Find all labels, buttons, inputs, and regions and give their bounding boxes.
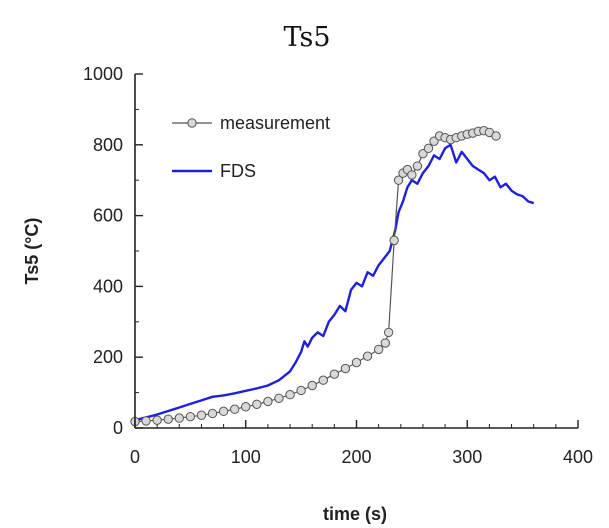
x-tick-label: 400 [563, 447, 593, 467]
y-tick-label: 1000 [83, 64, 123, 84]
tick-labels: 0 100 200 300 400 0 200 400 600 800 1000 [83, 64, 593, 467]
x-tick-label: 200 [341, 447, 371, 467]
measurement-point [429, 136, 439, 146]
y-tick-label: 0 [113, 418, 123, 438]
y-tick-label: 400 [93, 276, 123, 296]
y-tick-label: 800 [93, 135, 123, 155]
measurement-point [340, 363, 351, 374]
measurement-point [380, 338, 390, 348]
measurement-point [263, 396, 273, 407]
measurement-point [207, 408, 218, 419]
measurement-point [307, 380, 317, 391]
measurement-point [285, 390, 295, 400]
measurement-point [185, 411, 196, 422]
measurement-point [418, 148, 428, 159]
legend-measurement-label: measurement [220, 113, 330, 133]
measurement-point [252, 399, 262, 409]
measurement-point [389, 235, 399, 246]
measurement-point [141, 416, 151, 426]
axes [134, 73, 579, 429]
x-axis-label: time (s) [323, 504, 387, 524]
measurement-point [407, 170, 417, 180]
y-axis-label: Ts5 (°C) [22, 218, 42, 285]
measurement-point [383, 327, 394, 338]
measurement-point [362, 351, 373, 361]
x-tick-label: 100 [231, 447, 261, 467]
plot-area [130, 125, 535, 427]
measurement-point [218, 406, 229, 417]
measurement-point [373, 344, 384, 355]
y-tick-label: 200 [93, 347, 123, 367]
measurement-point [491, 131, 501, 141]
chart-title: Ts5 [283, 22, 330, 53]
measurement-point [351, 357, 362, 368]
measurement-point [196, 410, 207, 420]
legend-measurement-marker [187, 118, 197, 128]
measurement-point [152, 415, 162, 425]
measurement-point [241, 402, 251, 412]
y-tick-label: 600 [93, 206, 123, 226]
measurement-line [134, 130, 497, 423]
measurement-point [318, 375, 328, 385]
x-tick-label: 0 [130, 447, 140, 467]
measurement-point [229, 404, 240, 414]
measurement-point [296, 385, 306, 396]
measurement-point [423, 143, 434, 154]
legend-fds-label: FDS [220, 161, 256, 181]
x-tick-label: 300 [452, 447, 482, 467]
measurement-point [163, 414, 173, 424]
measurement-point [329, 369, 340, 379]
measurement-point [393, 175, 404, 185]
measurement-point [274, 393, 284, 403]
measurement-point [174, 413, 185, 423]
fds-line [134, 143, 535, 422]
legend: measurement FDS [172, 113, 330, 181]
measurement-point [412, 161, 423, 171]
